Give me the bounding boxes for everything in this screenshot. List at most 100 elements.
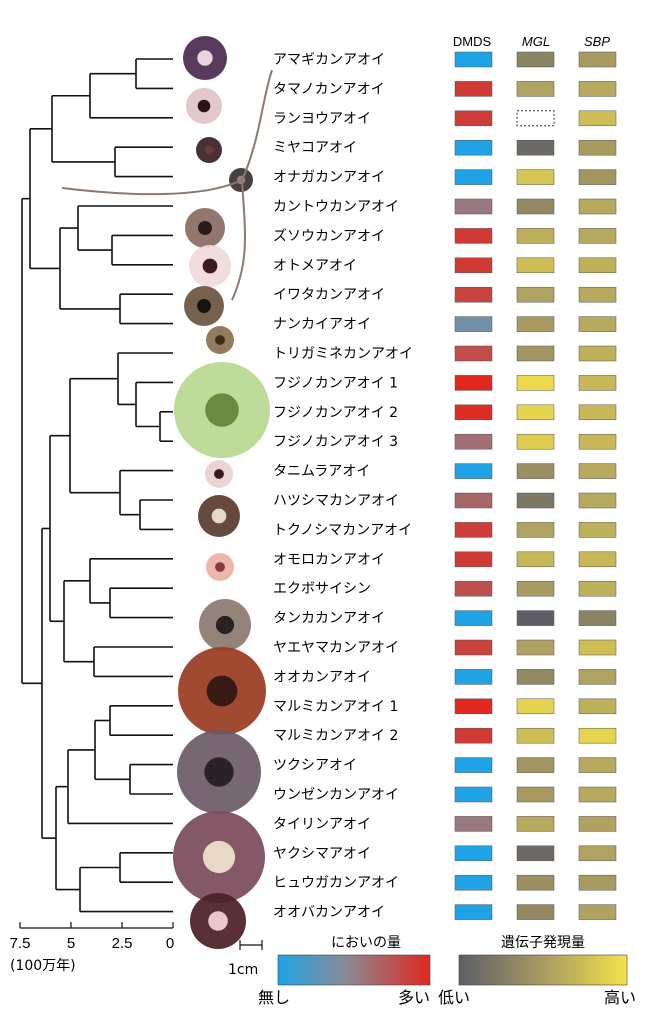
sbp-cell	[578, 669, 617, 685]
species-name: ヒュウガカンアオイ	[273, 875, 399, 891]
flower-tail	[61, 69, 273, 301]
flower-photo	[189, 245, 231, 287]
expression-legend-high: 高い	[604, 988, 636, 1007]
species-name: ヤクシマアオイ	[273, 846, 371, 862]
sbp-cell	[578, 228, 617, 244]
smell-legend-title: においの量	[331, 935, 401, 951]
dmds-cell	[454, 169, 493, 185]
sbp-cell	[578, 610, 617, 626]
mgl-cell	[516, 669, 555, 685]
smell-legend-high: 多い	[398, 988, 430, 1007]
sbp-cell	[578, 522, 617, 538]
dmds-cell	[454, 316, 493, 332]
sbp-cell	[578, 316, 617, 332]
species-name: トリガミネカンアオイ	[273, 346, 413, 362]
dmds-cell	[454, 110, 493, 127]
mgl-cell	[516, 727, 555, 744]
time-axis	[19, 922, 174, 929]
sbp-cell	[578, 727, 617, 744]
dmds-cell	[454, 433, 493, 450]
flower-photo	[198, 495, 240, 537]
smell-gradient-bar	[277, 954, 431, 986]
mgl-cell	[516, 316, 555, 332]
mgl-cell	[516, 375, 555, 391]
header-sbp: SBP	[584, 34, 610, 49]
species-name: ミヤコアオイ	[273, 140, 357, 156]
flower-photo	[205, 460, 233, 488]
sbp-cell	[578, 81, 617, 97]
mgl-cell	[516, 816, 555, 832]
header-mgl: MGL	[522, 34, 550, 49]
mgl-cell	[516, 522, 555, 538]
species-name: ウンゼンカンアオイ	[273, 787, 399, 803]
axis-tick-label: 0	[166, 935, 174, 952]
mgl-cell	[516, 551, 555, 568]
mgl-cell	[516, 786, 555, 803]
dmds-cell	[454, 874, 493, 891]
dmds-cell	[454, 551, 493, 568]
sbp-cell	[578, 51, 617, 68]
species-name: カントウカンアオイ	[273, 199, 399, 215]
flower-photo	[178, 647, 266, 735]
mgl-cell	[516, 228, 555, 244]
flower-photo	[199, 599, 251, 651]
dmds-cell	[454, 257, 493, 274]
phylogenetic-tree	[21, 58, 173, 913]
sbp-cell	[578, 169, 617, 185]
dmds-cell	[454, 669, 493, 685]
species-name: ハツシマカンアオイ	[273, 493, 399, 509]
species-name: ナンカイアオイ	[273, 317, 371, 333]
flower-photo	[196, 137, 222, 163]
dmds-cell	[454, 786, 493, 803]
mgl-cell	[516, 639, 555, 656]
species-name: オモロカンアオイ	[273, 552, 385, 568]
species-name: イワタカンアオイ	[273, 287, 385, 303]
sbp-cell	[578, 874, 617, 891]
dmds-cell	[454, 580, 493, 597]
sbp-cell	[578, 639, 617, 656]
dmds-cell	[454, 375, 493, 391]
smell-legend-low: 無し	[258, 988, 290, 1007]
sbp-cell	[578, 551, 617, 568]
sbp-cell	[578, 492, 617, 509]
species-name: フジノカンアオイ 1	[273, 375, 398, 391]
species-name: オトメアオイ	[273, 258, 357, 274]
dmds-cell	[454, 139, 493, 156]
dmds-cell	[454, 639, 493, 656]
expression-legend-low: 低い	[438, 988, 470, 1007]
sbp-cell	[578, 845, 617, 862]
flower-photos	[61, 36, 273, 949]
dmds-cell	[454, 51, 493, 68]
flower-photo	[206, 326, 234, 354]
dmds-cell	[454, 522, 493, 538]
mgl-cell	[516, 874, 555, 891]
species-rows: アマギカンアオイタマノカンアオイランヨウアオイミヤコアオイオナガカンアオイカント…	[273, 51, 617, 921]
mgl-cell	[516, 404, 555, 421]
species-name: ヤエヤマカンアオイ	[273, 640, 399, 656]
dmds-cell	[454, 198, 493, 215]
species-name: オオカンアオイ	[273, 669, 371, 685]
axis-tick-label: 2.5	[112, 935, 133, 952]
mgl-cell	[516, 139, 555, 156]
flower-photo	[183, 36, 227, 80]
mgl-cell	[516, 580, 555, 597]
sbp-cell	[578, 786, 617, 803]
flower-photo	[174, 362, 270, 458]
axis-tick-label: 7.5	[10, 935, 31, 952]
dmds-cell	[454, 904, 493, 920]
mgl-cell	[516, 698, 555, 715]
flower-photo	[184, 286, 224, 326]
dmds-cell	[454, 286, 493, 303]
mgl-cell	[516, 463, 555, 479]
header-dmds: DMDS	[453, 34, 492, 49]
sbp-cell	[578, 698, 617, 715]
mgl-cell	[516, 198, 555, 215]
dmds-cell	[454, 404, 493, 421]
sbp-cell	[578, 433, 617, 450]
species-name: マルミカンアオイ 1	[273, 699, 398, 715]
flower-photo	[206, 553, 234, 581]
dmds-cell	[454, 492, 493, 509]
mgl-cell	[516, 286, 555, 303]
mgl-cell	[516, 904, 555, 920]
